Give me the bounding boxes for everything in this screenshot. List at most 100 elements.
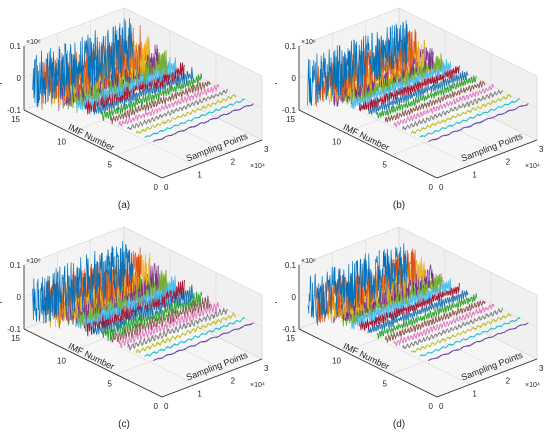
z-gridline xyxy=(298,7,538,77)
y-tick-label: 10 xyxy=(332,357,341,366)
panel-label: (a) xyxy=(118,200,130,211)
y-tick-label: 15 xyxy=(11,334,20,343)
imf-trace-14 xyxy=(144,98,246,138)
z-tick-label: -0.1 xyxy=(282,325,296,334)
y-tick-label: 0 xyxy=(429,402,434,411)
z-tick-label: 0 xyxy=(292,293,297,302)
imf-trace-1 xyxy=(32,240,133,324)
x-axis-line xyxy=(161,358,263,398)
y-tick-label: 0 xyxy=(154,183,159,192)
imf-trace-1 xyxy=(32,17,133,108)
y-tick-label: 10 xyxy=(332,138,341,147)
y-tick-label: 0 xyxy=(429,183,434,192)
x-tick-label: 0 xyxy=(164,183,169,192)
z-exponent-label: ×10⁶ xyxy=(26,258,41,265)
imf-trace-9 xyxy=(101,73,203,122)
z-tick-label: 0.1 xyxy=(10,261,22,270)
y-tick-label: 15 xyxy=(11,115,20,124)
y-tick-label: 5 xyxy=(108,379,113,388)
imf-trace-11 xyxy=(393,84,495,128)
imf-trace-11 xyxy=(118,83,220,127)
imf-trace-12 xyxy=(127,307,228,351)
y-tick-label: 15 xyxy=(286,115,295,124)
imf-trace-14 xyxy=(419,317,521,357)
x-tick-label: 2 xyxy=(231,377,236,386)
x-tick-label: 0 xyxy=(164,402,169,411)
imf-trace-10 xyxy=(109,295,211,343)
z-axis-title: Amplitude xyxy=(275,277,277,317)
imf-trace-13 xyxy=(135,94,237,134)
z-tick-label: 0 xyxy=(17,293,22,302)
imf-trace-1 xyxy=(307,243,408,323)
imf-trace-11 xyxy=(393,303,495,347)
imf-trace-10 xyxy=(384,80,486,123)
imf-trace-12 xyxy=(402,89,503,131)
x-tick-label: 2 xyxy=(506,158,511,167)
x-exponent-label: ×10⁴ xyxy=(250,163,265,170)
y-tick-label: 0 xyxy=(154,402,159,411)
x-tick-label: 1 xyxy=(472,170,477,179)
y-tick-label: 5 xyxy=(383,160,388,169)
x-axis-line xyxy=(436,358,538,398)
x-exponent-label: ×10⁴ xyxy=(525,382,540,389)
x-axis-line xyxy=(161,139,263,179)
x-tick-label: 0 xyxy=(439,183,444,192)
z-exponent-label: ×10⁶ xyxy=(301,39,316,46)
x-tick-label: 2 xyxy=(231,158,236,167)
z-gridline xyxy=(23,7,263,77)
imf-trace-2 xyxy=(315,28,417,107)
imf-trace-15 xyxy=(153,322,254,362)
x-tick-label: 0 xyxy=(439,402,444,411)
imf-trace-10 xyxy=(109,81,211,125)
y-axis-line xyxy=(298,328,438,398)
z-exponent-label: ×10⁶ xyxy=(301,258,316,265)
z-axis-title: Amplitude xyxy=(275,58,277,98)
imf-trace-14 xyxy=(419,98,521,138)
y-tick-label: 5 xyxy=(383,379,388,388)
y-tick-label: 15 xyxy=(286,334,295,343)
imf-trace-6 xyxy=(75,56,177,114)
imf-trace-1 xyxy=(307,20,408,106)
y-tick-label: 10 xyxy=(57,357,66,366)
x-axis-line xyxy=(436,139,538,179)
z-gridline xyxy=(23,226,263,296)
z-tick-label: 0.1 xyxy=(10,42,22,51)
panel-label: (d) xyxy=(393,419,405,430)
y-tick-label: 5 xyxy=(108,160,113,169)
z-axis-title: Amplitude xyxy=(0,277,2,317)
z-tick-label: 0 xyxy=(17,74,22,83)
x-tick-label: 3 xyxy=(264,364,269,373)
z-tick-label: -0.1 xyxy=(7,106,21,115)
imf-trace-13 xyxy=(410,93,512,134)
x-tick-label: 1 xyxy=(197,389,202,398)
y-axis-line xyxy=(23,328,163,398)
imf-trace-14 xyxy=(144,317,246,357)
imf-trace-13 xyxy=(410,313,512,353)
z-tick-label: 0.1 xyxy=(285,261,297,270)
x-tick-label: 3 xyxy=(539,364,544,373)
x-tick-label: 1 xyxy=(472,389,477,398)
imf-trace-10 xyxy=(384,300,486,343)
x-exponent-label: ×10⁴ xyxy=(250,382,265,389)
imf-trace-13 xyxy=(135,312,237,354)
imf-trace-15 xyxy=(428,103,529,143)
panel-label: (c) xyxy=(118,419,130,430)
y-axis-line xyxy=(23,109,163,179)
imf-trace-11 xyxy=(118,301,220,349)
x-tick-label: 3 xyxy=(264,145,269,154)
z-axis-title: Amplitude xyxy=(0,58,2,98)
z-tick-label: 0.1 xyxy=(285,42,297,51)
z-exponent-label: ×10⁶ xyxy=(26,39,41,46)
z-tick-label: 0 xyxy=(292,74,297,83)
imf-trace-15 xyxy=(153,103,254,143)
x-tick-label: 3 xyxy=(539,145,544,154)
imf-trace-5 xyxy=(341,53,443,105)
panel-label: (b) xyxy=(393,200,405,211)
imf-trace-15 xyxy=(428,322,529,362)
x-tick-label: 2 xyxy=(506,377,511,386)
